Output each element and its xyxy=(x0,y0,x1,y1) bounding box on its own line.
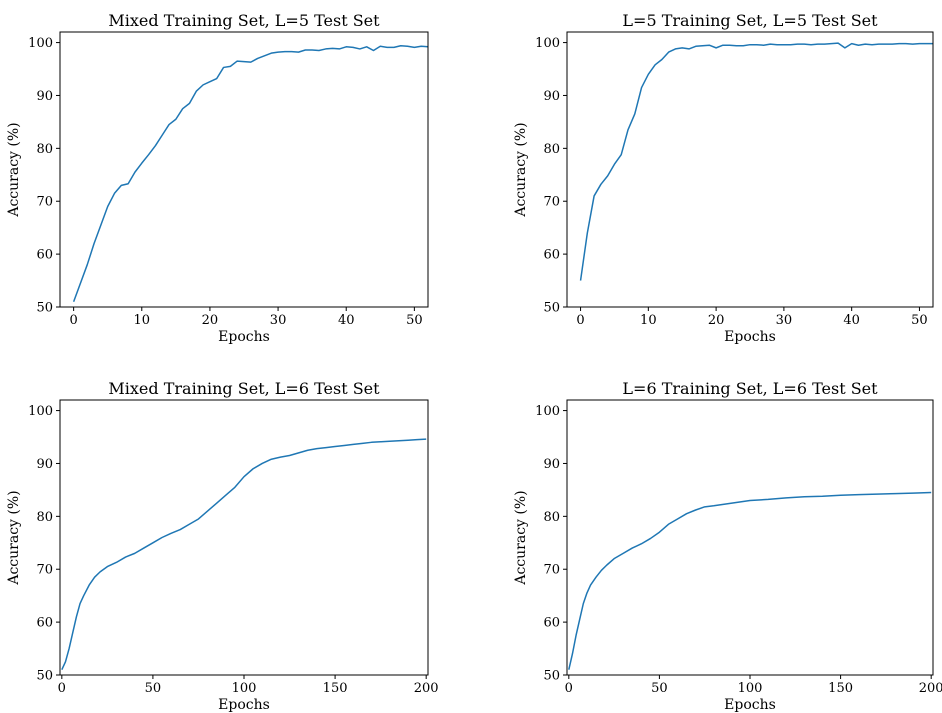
y-tick-label: 50 xyxy=(36,301,53,316)
x-axis-label: Epochs xyxy=(218,329,270,345)
x-axis-label: Epochs xyxy=(218,697,270,713)
y-tick-label: 90 xyxy=(36,89,53,104)
x-tick-label: 10 xyxy=(640,313,657,328)
y-axis-label: Accuracy (%) xyxy=(513,122,529,217)
y-tick-label: 60 xyxy=(36,248,53,263)
x-tick-label: 40 xyxy=(843,313,860,328)
y-tick-label: 100 xyxy=(28,404,53,419)
x-tick-label: 50 xyxy=(651,681,668,696)
x-tick-label: 0 xyxy=(565,681,573,696)
x-axis-label: Epochs xyxy=(724,697,776,713)
x-axis-label: Epochs xyxy=(724,329,776,345)
y-axis-label: Accuracy (%) xyxy=(6,122,22,217)
x-tick-label: 200 xyxy=(919,681,942,696)
plot-frame xyxy=(566,399,934,676)
chart-panel-4: L=6 Training Set, L=6 Test Set 0 50 100 150 2… xyxy=(513,379,942,713)
y-tick-label: 70 xyxy=(543,563,560,578)
x-tick-label: 100 xyxy=(738,681,763,696)
x-tick-label: 30 xyxy=(776,313,793,328)
y-tick-label: 100 xyxy=(535,404,560,419)
y-tick-label: 80 xyxy=(36,510,53,525)
chart-panel-2: L=5 Training Set, L=5 Test Set 0 10 20 30 40 5… xyxy=(513,11,934,345)
series-line-1 xyxy=(579,42,933,281)
plot-frame xyxy=(59,31,429,308)
y-tick-label: 50 xyxy=(36,669,53,684)
y-tick-label: 90 xyxy=(543,457,560,472)
x-tick-label: 50 xyxy=(911,313,928,328)
y-axis-label: Accuracy (%) xyxy=(6,490,22,585)
y-tick-label: 90 xyxy=(543,89,560,104)
y-tick-label: 70 xyxy=(543,195,560,210)
x-tick-label: 20 xyxy=(708,313,725,328)
series-line-1 xyxy=(568,491,932,670)
chart-panel-3: Mixed Training Set, L=6 Test Set 0 50 100 15… xyxy=(6,379,439,713)
x-tick-label: 0 xyxy=(58,681,66,696)
chart-title: L=6 Training Set, L=6 Test Set xyxy=(622,379,878,398)
y-tick-label: 80 xyxy=(36,142,53,157)
y-tick-label: 90 xyxy=(36,457,53,472)
y-tick-label: 100 xyxy=(535,36,560,51)
x-tick-label: 150 xyxy=(828,681,853,696)
y-tick-label: 60 xyxy=(543,248,560,263)
plot-frame xyxy=(566,31,934,308)
x-tick-label: 0 xyxy=(69,313,77,328)
x-tick-label: 20 xyxy=(202,313,219,328)
chart-title: Mixed Training Set, L=6 Test Set xyxy=(108,379,380,398)
x-tick-label: 50 xyxy=(145,681,162,696)
chart-title: Mixed Training Set, L=5 Test Set xyxy=(108,11,380,30)
x-tick-label: 30 xyxy=(270,313,287,328)
y-tick-label: 70 xyxy=(36,563,53,578)
series-line-1 xyxy=(61,438,427,671)
y-tick-label: 50 xyxy=(543,669,560,684)
y-tick-label: 80 xyxy=(543,510,560,525)
chart-title: L=5 Training Set, L=5 Test Set xyxy=(622,11,878,30)
y-tick-label: 70 xyxy=(36,195,53,210)
x-tick-label: 50 xyxy=(406,313,423,328)
x-tick-label: 200 xyxy=(414,681,439,696)
x-tick-label: 150 xyxy=(323,681,348,696)
y-tick-label: 80 xyxy=(543,142,560,157)
y-tick-label: 60 xyxy=(543,616,560,631)
y-tick-label: 50 xyxy=(543,301,560,316)
y-axis-label: Accuracy (%) xyxy=(513,490,529,585)
x-tick-label: 10 xyxy=(134,313,151,328)
chart-panel-1: Mixed Training Set, L=5 Test Set 0 10 20 30 4… xyxy=(6,11,429,345)
plot-frame xyxy=(59,399,429,676)
x-tick-label: 40 xyxy=(338,313,355,328)
y-tick-label: 100 xyxy=(28,36,53,51)
x-tick-label: 0 xyxy=(576,313,584,328)
y-tick-label: 60 xyxy=(36,616,53,631)
series-line-1 xyxy=(72,45,429,302)
x-tick-label: 100 xyxy=(232,681,257,696)
